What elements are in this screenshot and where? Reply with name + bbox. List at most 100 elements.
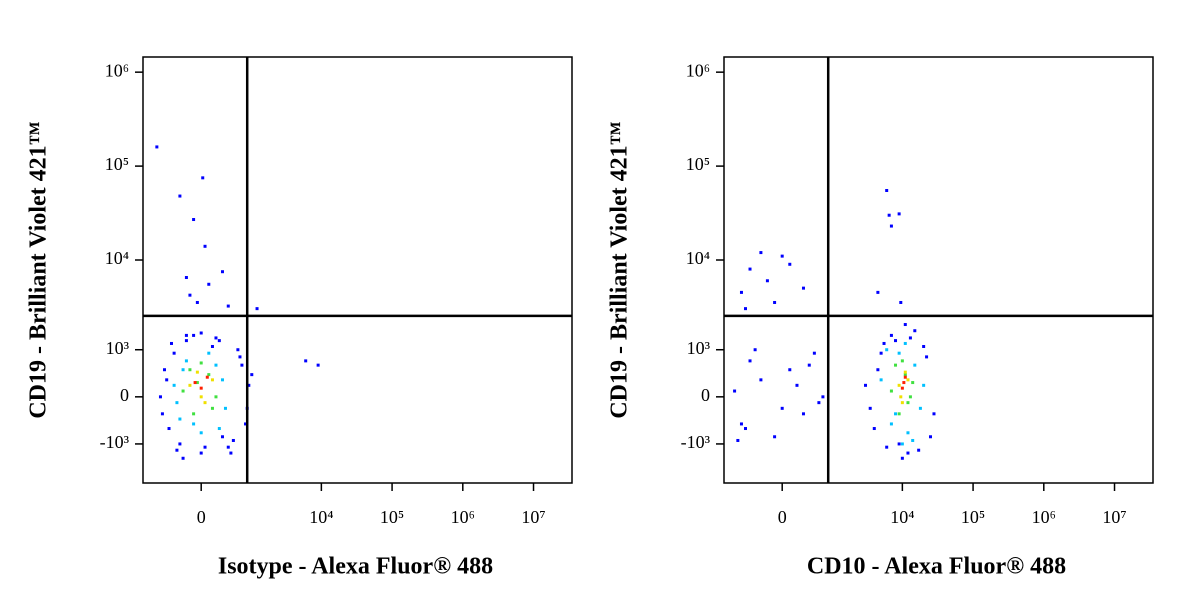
y-axis-label: CD19 - Brilliant Violet 421™ — [26, 121, 52, 418]
event-dot — [195, 381, 199, 385]
event-dot — [175, 448, 179, 452]
event-dot — [759, 378, 763, 382]
event-dot — [316, 363, 320, 367]
event-dot — [184, 339, 188, 343]
event-dot — [906, 451, 910, 455]
event-dot — [220, 270, 224, 274]
event-dot — [889, 389, 893, 393]
event-dot — [879, 351, 883, 355]
event-dot — [207, 351, 211, 355]
event-dot — [885, 188, 889, 192]
event-dot — [759, 251, 763, 255]
event-dot — [304, 359, 308, 363]
event-dot — [195, 300, 199, 304]
event-dot — [879, 378, 883, 382]
x-tick-label: 10⁶ — [1032, 507, 1056, 527]
event-dot — [167, 427, 171, 431]
x-tick-label: 10⁴ — [890, 507, 914, 527]
event-dot — [199, 395, 203, 399]
x-tick-label: 10⁵ — [961, 507, 985, 527]
x-tick-label: 10⁷ — [1102, 507, 1126, 527]
y-tick-label: 10⁶ — [105, 60, 129, 80]
event-dot — [220, 435, 224, 439]
y-tick-label: -10³ — [100, 432, 130, 452]
event-dot — [240, 363, 244, 367]
event-dot — [184, 359, 188, 363]
event-dot — [899, 395, 903, 399]
event-dot — [903, 341, 907, 345]
event-dot — [178, 417, 182, 421]
event-dot — [155, 145, 159, 149]
event-dot — [226, 445, 230, 449]
event-dot — [169, 341, 173, 345]
event-dot — [214, 363, 218, 367]
event-dot — [195, 370, 199, 374]
event-dot — [817, 401, 821, 405]
event-dot — [780, 254, 784, 258]
x-tick-label: 10⁷ — [521, 507, 545, 527]
x-tick-label: 0 — [778, 507, 787, 527]
event-dot — [928, 435, 932, 439]
event-dot — [210, 406, 214, 410]
event-dot — [897, 212, 901, 216]
event-dot — [812, 351, 816, 355]
event-dot — [913, 329, 917, 333]
event-dot — [226, 304, 230, 308]
event-dot — [900, 442, 904, 446]
event-dot — [748, 267, 752, 271]
plot-frame — [142, 56, 573, 484]
x-tick-label: 10⁶ — [451, 507, 475, 527]
x-axis-label: CD10 - Alexa Fluor® 488 — [807, 554, 1066, 580]
event-dot — [158, 395, 162, 399]
x-tick-label: 0 — [197, 507, 206, 527]
event-dot — [739, 290, 743, 294]
x-axis-label: Isotype - Alexa Fluor® 488 — [218, 554, 493, 580]
event-dot — [795, 383, 799, 387]
event-dot — [199, 386, 203, 390]
event-dot — [217, 427, 221, 431]
event-dot — [897, 383, 901, 387]
y-tick-label: 10⁵ — [686, 154, 710, 174]
event-dot — [188, 368, 192, 372]
event-dot — [788, 262, 792, 266]
event-dot — [199, 431, 203, 435]
event-dot — [868, 406, 872, 410]
event-dot — [773, 435, 777, 439]
event-dot — [748, 359, 752, 363]
event-dot — [192, 333, 196, 337]
event-dot — [917, 448, 921, 452]
event-dot — [205, 375, 209, 379]
event-dot — [780, 406, 784, 410]
event-dot — [900, 401, 904, 405]
event-dot — [178, 442, 182, 446]
event-dot — [882, 341, 886, 345]
event-dot — [193, 381, 197, 385]
event-dot — [918, 406, 922, 410]
event-dot — [250, 373, 254, 377]
y-tick-label: 0 — [701, 385, 710, 405]
y-tick-label: 10³ — [106, 338, 130, 358]
event-dot — [203, 445, 207, 449]
event-dot — [220, 378, 224, 382]
event-dot — [192, 422, 196, 426]
event-dot — [736, 438, 740, 442]
y-tick-label: 0 — [120, 385, 129, 405]
event-dot — [247, 383, 251, 387]
event-dot — [903, 370, 907, 374]
y-tick-label: 10⁴ — [105, 248, 129, 268]
event-dot — [178, 194, 182, 198]
event-dot — [807, 363, 811, 367]
event-dot — [911, 438, 915, 442]
event-dot — [739, 422, 743, 426]
event-dot — [899, 300, 903, 304]
event-dot — [236, 348, 240, 352]
event-dot — [165, 378, 169, 382]
event-dot — [181, 456, 185, 460]
event-dot — [925, 355, 929, 359]
event-dot — [900, 456, 904, 460]
event-dot — [872, 427, 876, 431]
event-dot — [188, 383, 192, 387]
event-dot — [753, 348, 757, 352]
event-dot — [908, 336, 912, 340]
